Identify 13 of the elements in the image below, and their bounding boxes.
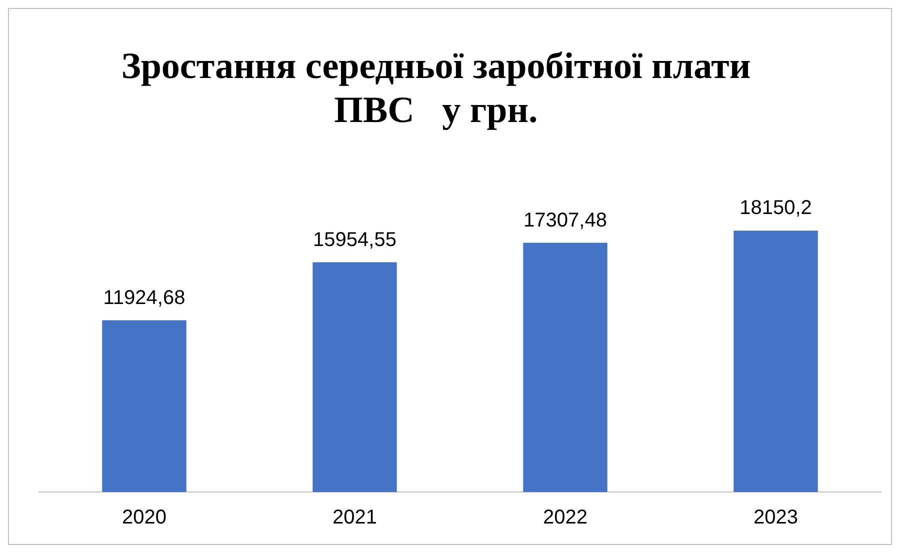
x-tick-label: 2020	[122, 506, 166, 529]
bar	[523, 242, 608, 492]
data-label: 15954,55	[313, 228, 396, 251]
x-tick-label: 2022	[543, 506, 588, 529]
bar	[312, 262, 397, 492]
x-tick-label: 2023	[754, 506, 798, 529]
data-label: 18150,2	[740, 197, 812, 220]
bar	[102, 320, 186, 492]
data-label: 17307,48	[524, 209, 607, 232]
x-tick-label: 2021	[332, 506, 377, 529]
chart-title: Зростання середньої заробітної плати ПВС у грн.	[120, 45, 752, 133]
bar	[734, 230, 818, 492]
data-label: 11924,68	[103, 286, 186, 309]
